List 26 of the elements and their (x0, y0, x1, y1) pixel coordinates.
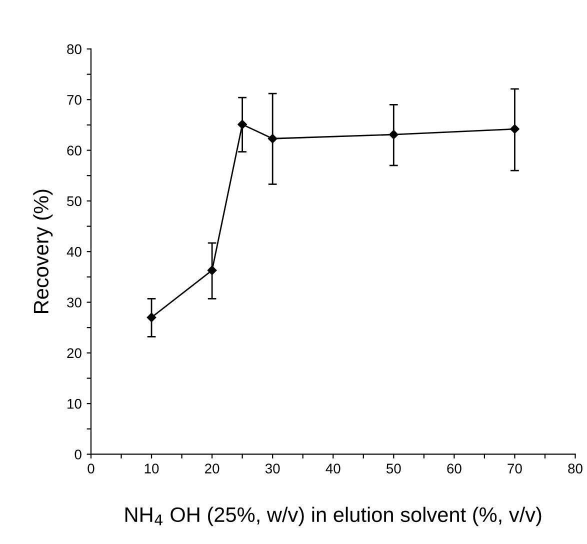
y-tick-label: 0 (74, 450, 82, 460)
x-tick-label: 10 (144, 464, 159, 474)
point (146, 312, 156, 322)
x-tick-label: 0 (88, 464, 94, 474)
y-tick-label: 50 (67, 196, 82, 206)
point (268, 134, 278, 144)
y-tick-label: 80 (67, 44, 82, 54)
x-axis-title: NH$_{4}$ OH (25%, w/v) in elution solvent (%, v/v) (125, 506, 542, 526)
y-tick-label: 30 (67, 298, 82, 308)
y-tick-label: 70 (67, 94, 82, 105)
x-tick-label: 80 (568, 464, 582, 474)
x-tick-label: 40 (326, 464, 340, 474)
y-tick-label: 60 (67, 146, 82, 156)
y-tick-label: 40 (66, 246, 82, 257)
point (389, 130, 398, 140)
x-tick-label: 20 (205, 464, 220, 474)
x-tick-label: 30 (265, 464, 280, 474)
x-tick-label: 50 (386, 464, 401, 474)
y-axis-title: Recovery (%) (33, 190, 53, 313)
point (207, 266, 217, 275)
y-tick-label: 10 (68, 398, 82, 409)
y-tick-label: 20 (67, 348, 82, 358)
point (510, 124, 520, 134)
point (238, 120, 247, 130)
x-tick-label: 60 (447, 464, 462, 474)
x-tick-label: 70 (508, 464, 522, 474)
